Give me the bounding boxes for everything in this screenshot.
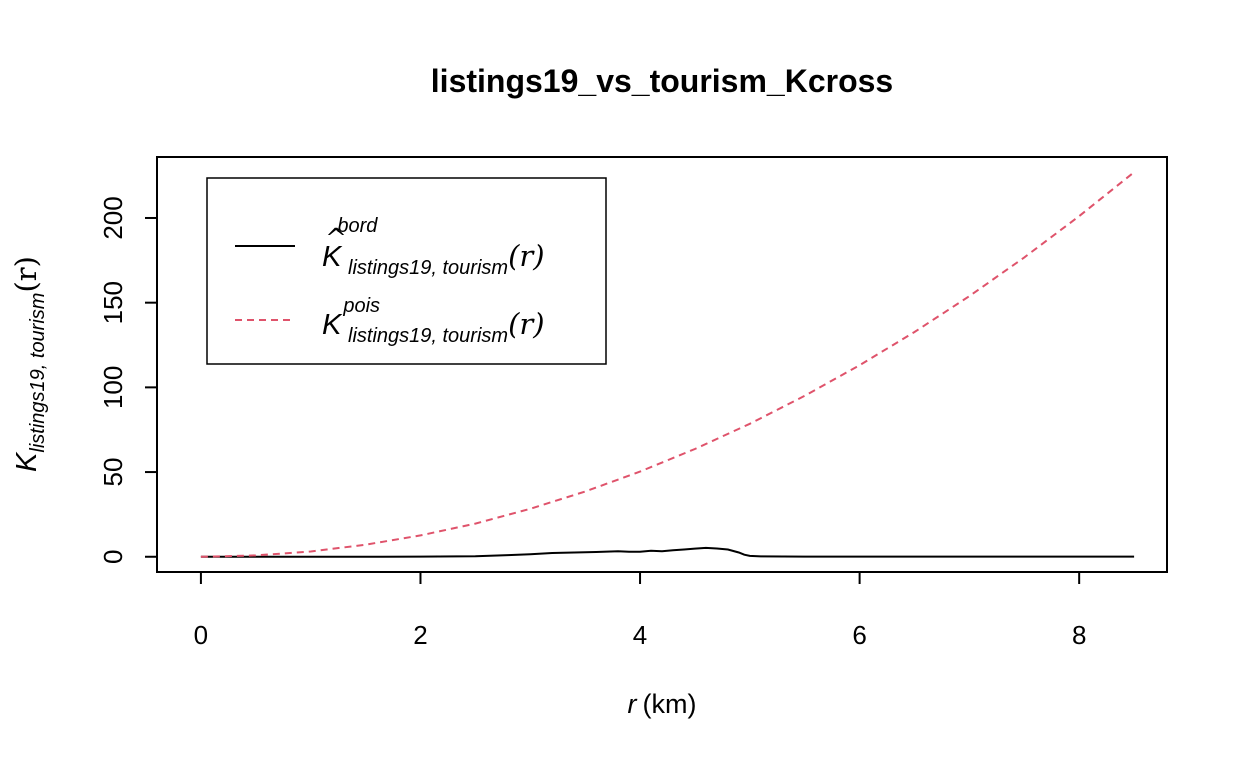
- y-axis-arg: (r): [9, 256, 43, 293]
- series-layer: [200, 171, 1135, 558]
- legend-bord-arg: (r): [508, 239, 545, 273]
- y-axis: 0 50 100 150 200: [98, 196, 157, 564]
- legend-pois-sup: pois: [342, 295, 380, 317]
- x-tick-label: 2: [413, 620, 427, 650]
- svg-text:Klistings19, tourism(r): Klistings19, tourism(r): [9, 256, 49, 472]
- x-tick-label: 4: [633, 620, 647, 650]
- x-axis: 0 2 4 6 8: [194, 572, 1086, 650]
- legend-pois-sub: listings19, tourism: [348, 325, 508, 347]
- y-axis-sub: listings19, tourism: [27, 293, 49, 453]
- y-axis-label: Klistings19, tourism(r): [9, 256, 49, 472]
- y-tick-label: 150: [98, 281, 128, 324]
- legend-bord-hat: ^: [325, 224, 347, 254]
- legend-pois-arg: (r): [508, 307, 545, 341]
- y-tick-label: 200: [98, 196, 128, 239]
- chart-title: listings19_vs_tourism_Kcross: [431, 63, 893, 99]
- legend: Kbord listings19, tourism(r) ^ Kpois listi…: [206, 177, 607, 365]
- x-axis-unit: (km): [643, 689, 697, 719]
- legend-pois-base: K: [322, 309, 343, 341]
- x-tick-label: 0: [194, 620, 208, 650]
- y-tick-label: 0: [98, 550, 128, 564]
- y-tick-label: 100: [98, 366, 128, 409]
- legend-entry-bord: Kbord listings19, tourism(r) ^: [235, 215, 545, 279]
- legend-bord-sub: listings19, tourism: [348, 257, 508, 279]
- plot-frame: [156, 156, 1168, 573]
- legend-label-bord: Kbord listings19, tourism(r): [322, 215, 545, 279]
- series-line-pois: [200, 171, 1135, 558]
- x-tick-label: 6: [852, 620, 866, 650]
- legend-box: [206, 177, 607, 365]
- legend-label-pois: Kpois listings19, tourism(r): [322, 295, 545, 347]
- legend-bord-base: K: [322, 241, 343, 273]
- legend-entry-pois: Kpois listings19, tourism(r): [235, 295, 545, 347]
- series-line-bord: [200, 546, 1135, 558]
- x-axis-var: r: [628, 689, 638, 719]
- y-axis-base: K: [11, 451, 43, 472]
- x-axis-label: r (km): [628, 689, 697, 719]
- x-tick-label: 8: [1072, 620, 1086, 650]
- legend-bord-sup: bord: [337, 215, 378, 237]
- y-tick-label: 50: [98, 458, 128, 487]
